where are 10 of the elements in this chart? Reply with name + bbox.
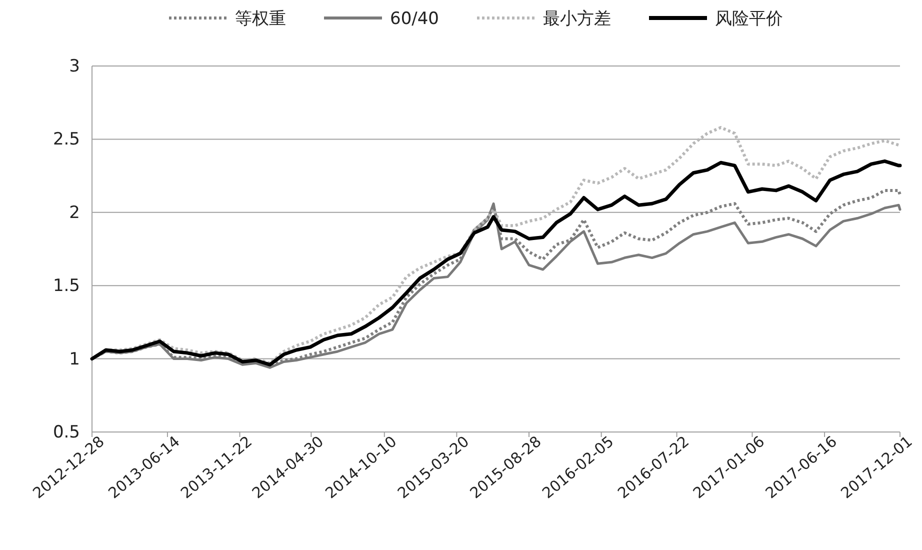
y-tick-label: 3 xyxy=(69,56,80,76)
legend-label: 风险平价 xyxy=(715,9,783,29)
legend-label: 等权重 xyxy=(235,9,286,29)
y-tick-label: 1 xyxy=(69,349,80,370)
y-tick-label: 0.5 xyxy=(52,422,80,442)
legend-label: 60/40 xyxy=(390,9,439,29)
y-tick-label: 2 xyxy=(69,202,80,223)
legend-label: 最小方差 xyxy=(543,9,611,29)
y-tick-label: 2.5 xyxy=(52,130,80,150)
y-tick-label: 1.5 xyxy=(52,276,80,296)
